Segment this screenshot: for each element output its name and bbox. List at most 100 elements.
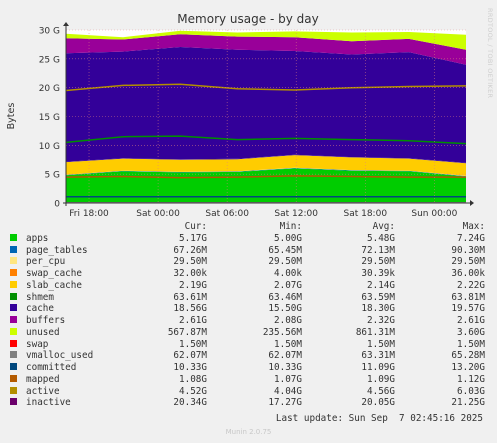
legend-avg-value: 18.30G: [361, 303, 395, 315]
legend-avg-value: 1.50M: [367, 338, 395, 350]
legend-series-name: swap: [26, 338, 49, 350]
y-tick-label: 0: [54, 200, 60, 210]
line-committed: [65, 135, 467, 145]
legend-series-name: committed: [26, 362, 77, 373]
legend-swatch: [10, 374, 17, 382]
legend-row: apps 5.17G 5.00G 5.48G 7.24G: [10, 233, 485, 245]
legend-series-name: unused: [26, 326, 60, 338]
legend-min-value: 62.07M: [268, 350, 302, 362]
legend-max-value: 6.03G: [457, 385, 485, 397]
legend-avg-value: 63.31M: [361, 350, 395, 362]
legend-min-value: 10.33G: [268, 362, 302, 373]
area-unused: [66, 30, 466, 50]
legend-series-name: shmem: [26, 291, 54, 303]
legend-avg-value: 11.09G: [361, 362, 395, 373]
rrdtool-credit: RRDTOOL / TOBI OETIKER: [486, 8, 494, 99]
x-tick-label: Sun 00:00: [411, 209, 457, 219]
legend-row: buffers 2.61G 2.08G 2.32G 2.61G: [10, 315, 485, 327]
y-axis-ticks: 0 5 G 10 G 15 G 20 G 25 G 30 G: [39, 27, 61, 210]
area-buffers: [66, 34, 466, 65]
legend-min-value: 29.50M: [268, 256, 302, 268]
legend-cur-value: 20.34G: [173, 397, 207, 409]
x-tick-label: Sat 06:00: [205, 209, 249, 219]
header-max: Max:: [462, 221, 485, 232]
y-tick-label: 5 G: [44, 171, 60, 181]
y-axis-label: Bytes: [6, 103, 17, 130]
legend-max-value: 3.60G: [457, 326, 485, 338]
legend-row: inactive 20.34G 17.27G 20.05G 21.25G: [10, 397, 485, 409]
legend-min-value: 2.07G: [274, 279, 302, 291]
x-axis-arrow: [470, 200, 474, 206]
legend-max-value: 2.61G: [457, 315, 485, 326]
legend-cur-value: 567.87M: [167, 326, 207, 338]
header-avg: Avg:: [372, 221, 395, 232]
legend-series-name: slab_cache: [26, 279, 82, 291]
chart-title: Memory usage - by day: [177, 12, 318, 26]
legend-row: committed 10.33G 10.33G 11.09G 13.20G: [10, 362, 485, 374]
legend-swatch: [10, 339, 17, 347]
legend-swatch: [10, 398, 17, 406]
legend-avg-value: 29.50M: [361, 256, 395, 268]
legend-max-value: 1.12G: [457, 373, 485, 385]
legend-swatch: [10, 269, 17, 276]
legend-min-value: 4.04G: [274, 385, 302, 397]
legend-cur-value: 4.52G: [179, 385, 207, 397]
y-axis-arrow: [63, 22, 69, 26]
area-cache: [66, 47, 466, 163]
legend-max-value: 36.00k: [451, 268, 485, 279]
header-min: Min:: [279, 221, 302, 232]
area-slab_cache: [66, 155, 466, 176]
legend-swatch: [10, 233, 17, 241]
legend-cur-value: 1.50M: [179, 338, 207, 350]
axes: [63, 22, 474, 206]
legend-row: slab_cache 2.19G 2.07G 2.14G 2.22G: [10, 280, 485, 292]
legend-min-value: 65.45M: [268, 244, 302, 256]
legend-swatch: [10, 351, 17, 359]
legend-row: swap_cache 32.00k 4.00k 30.39k 36.00k: [10, 268, 485, 280]
legend-avg-value: 1.09G: [367, 373, 395, 385]
x-tick-label: Sat 18:00: [343, 209, 387, 219]
legend-min-value: 235.56M: [262, 326, 302, 338]
legend-avg-value: 4.56G: [367, 385, 395, 397]
legend-max-value: 7.24G: [457, 232, 485, 244]
legend-swatch: [10, 386, 17, 394]
legend-series-name: active: [26, 385, 60, 397]
legend-avg-value: 861.31M: [355, 326, 395, 338]
line-active: [65, 175, 466, 179]
x-tick-label: Sat 12:00: [274, 209, 318, 219]
legend-series-name: swap_cache: [26, 268, 82, 279]
legend-swatch: [10, 304, 17, 312]
legend-cur-value: 10.33G: [173, 362, 207, 373]
legend-table: Cur: Min: Avg: Max: apps 5.17G 5.00G 5.48G 7…: [10, 221, 485, 409]
legend-min-value: 4.00k: [274, 268, 302, 279]
legend-avg-value: 72.13M: [361, 244, 395, 256]
legend-series-name: vmalloc_used: [26, 350, 94, 362]
legend-row: vmalloc_used 62.07M 62.07M 63.31M 65.28M: [10, 350, 485, 362]
legend-row: swap 1.50M 1.50M 1.50M 1.50M: [10, 339, 485, 351]
stacked-areas: [66, 30, 466, 203]
legend-row: active 4.52G 4.04G 4.56G 6.03G: [10, 386, 485, 398]
legend-swatch: [10, 280, 17, 288]
legend-row: shmem 63.61M 63.46M 63.59M 63.81M: [10, 292, 485, 304]
legend-cur-value: 29.50M: [173, 256, 207, 268]
legend-max-value: 65.28M: [451, 350, 485, 362]
line-inactive: [65, 83, 467, 92]
legend-row: cache 18.56G 15.50G 18.30G 19.57G: [10, 303, 485, 315]
legend-cur-value: 32.00k: [173, 268, 207, 279]
legend-max-value: 21.25G: [451, 397, 485, 409]
legend-min-value: 1.07G: [274, 373, 302, 385]
legend-series-name: per_cpu: [26, 256, 66, 268]
y-tick-label: 15 G: [39, 113, 60, 123]
legend-row: page_tables 67.26M 65.45M 72.13M 90.30M: [10, 245, 485, 257]
legend-swatch: [10, 327, 17, 335]
legend-min-value: 17.27G: [268, 397, 302, 409]
legend-avg-value: 2.14G: [367, 279, 395, 291]
legend-avg-value: 2.32G: [367, 315, 395, 326]
legend-min-value: 2.08G: [274, 315, 302, 326]
legend-cur-value: 62.07M: [173, 350, 207, 362]
legend-header-row: Cur: Min: Avg: Max:: [10, 221, 485, 233]
legend-max-value: 29.50M: [451, 256, 485, 268]
legend-swatch: [10, 363, 17, 370]
legend-swatch: [10, 316, 17, 323]
legend-series-name: cache: [26, 303, 54, 315]
